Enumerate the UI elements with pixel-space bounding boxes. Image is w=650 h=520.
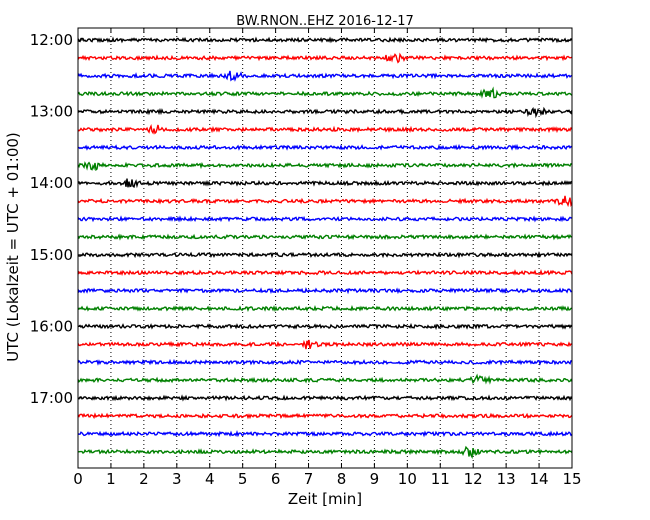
x-tick-label: 1 [106, 470, 116, 488]
x-tick-label: 14 [530, 470, 549, 488]
trace-1230 [77, 70, 573, 82]
trace-1215 [77, 52, 573, 64]
trace-1700 [77, 394, 573, 402]
trace-1500 [77, 250, 573, 259]
trace-1630 [77, 358, 573, 366]
y-tick-label: 13:00 [30, 103, 73, 121]
trace-1530 [77, 287, 573, 295]
chart-title: BW.RNON..EHZ 2016-12-17 [236, 14, 414, 29]
trace-1245 [77, 86, 573, 99]
trace-1345 [77, 161, 573, 172]
trace-1730 [77, 429, 573, 438]
trace-1445 [77, 233, 573, 241]
y-axis-ticks: 12:00 13:00 14:00 15:00 16:00 17:00 [30, 31, 572, 407]
trace-1315 [77, 123, 573, 135]
trace-1400 [77, 178, 573, 189]
y-tick-label: 14:00 [30, 174, 73, 192]
trace-1715 [77, 412, 573, 420]
trace-1545 [77, 304, 573, 313]
y-tick-label: 17:00 [30, 389, 73, 407]
x-tick-label: 8 [337, 470, 347, 488]
x-tick-label: 11 [431, 470, 450, 488]
x-tick-label: 12 [464, 470, 483, 488]
grid-lines [110, 28, 540, 468]
trace-1615 [77, 339, 573, 350]
x-axis-ticks: 0 1 2 3 4 5 6 7 8 9 10 11 12 13 14 15 [73, 28, 582, 488]
x-axis-label: Zeit [min] [288, 490, 362, 508]
trace-1430 [77, 215, 573, 223]
x-tick-label: 2 [139, 470, 149, 488]
trace-1645 [77, 373, 573, 385]
trace-1745 [77, 445, 573, 460]
x-tick-label: 3 [172, 470, 182, 488]
trace-group [77, 36, 573, 460]
x-tick-label: 9 [370, 470, 380, 488]
trace-1415 [77, 195, 573, 208]
x-tick-label: 0 [73, 470, 83, 488]
trace-1515 [77, 268, 573, 276]
x-tick-label: 13 [497, 470, 516, 488]
y-axis-label: UTC (Lokalzeit = UTC + 01:00) [4, 132, 22, 362]
y-tick-label: 12:00 [30, 31, 73, 49]
x-tick-label: 7 [304, 470, 314, 488]
x-tick-label: 10 [398, 470, 417, 488]
y-tick-label: 16:00 [30, 317, 73, 335]
x-tick-label: 4 [205, 470, 215, 488]
trace-1300 [77, 106, 573, 119]
x-tick-label: 6 [271, 470, 281, 488]
x-tick-label: 15 [562, 470, 581, 488]
trace-1200 [77, 36, 573, 44]
x-tick-label: 5 [238, 470, 248, 488]
trace-1330 [77, 143, 573, 151]
trace-1600 [77, 322, 573, 331]
plot-frame [77, 27, 573, 469]
y-tick-label: 15:00 [30, 246, 73, 264]
